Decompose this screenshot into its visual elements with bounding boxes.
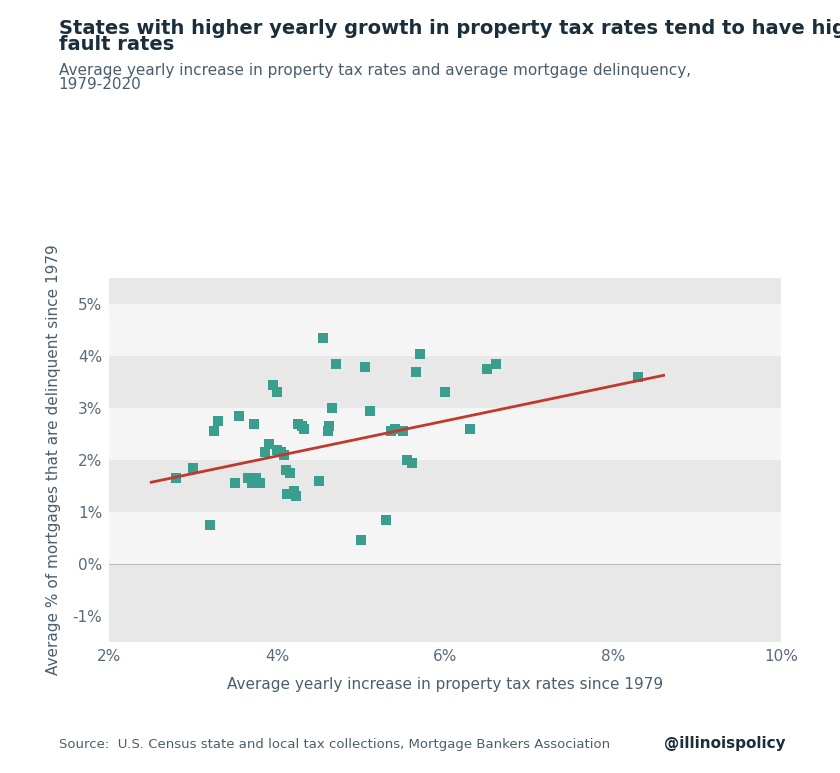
Point (480, 363, 494, 375)
Point (245, 477, 259, 489)
Point (401, 454, 414, 466)
Point (388, 423, 402, 435)
Point (380, 513, 393, 526)
Text: States with higher yearly growth in property tax rates tend to have higher de-: States with higher yearly growth in prop… (59, 19, 840, 39)
Point (297, 423, 311, 435)
Point (247, 417, 260, 430)
Bar (109, 512, 781, 564)
Point (323, 420, 336, 432)
Text: Average yearly increase in property tax rates and average mortgage delinquency,: Average yearly increase in property tax … (59, 63, 691, 78)
Point (277, 448, 291, 461)
Point (254, 477, 267, 489)
Point (359, 360, 372, 373)
Text: @illinoispolicy: @illinoispolicy (664, 737, 785, 751)
Point (279, 464, 292, 476)
Point (384, 425, 397, 438)
Point (632, 371, 645, 383)
Point (170, 472, 183, 484)
Point (289, 490, 302, 502)
Point (228, 477, 242, 489)
Point (203, 519, 217, 531)
Bar (109, 305, 781, 356)
Point (270, 444, 284, 456)
Point (296, 420, 309, 432)
Point (409, 366, 423, 378)
Point (438, 386, 452, 399)
Point (363, 404, 376, 417)
Point (413, 347, 427, 359)
Y-axis label: Average % of mortgages that are delinquent since 1979: Average % of mortgages that are delinque… (46, 244, 61, 676)
Point (489, 358, 502, 370)
Point (249, 472, 263, 484)
Point (186, 461, 200, 474)
Point (329, 358, 343, 370)
Point (207, 425, 221, 438)
Point (241, 472, 255, 484)
Point (233, 410, 246, 422)
Point (212, 415, 225, 427)
Point (262, 438, 276, 451)
Point (266, 379, 280, 391)
Point (321, 425, 334, 438)
Bar (109, 408, 781, 460)
Point (317, 332, 330, 344)
Text: Source:  U.S. Census state and local tax collections, Mortgage Bankers Associati: Source: U.S. Census state and local tax … (59, 738, 610, 751)
Point (312, 475, 326, 487)
Point (287, 485, 301, 497)
Point (396, 425, 410, 438)
Point (291, 417, 305, 430)
Text: fault rates: fault rates (59, 35, 174, 54)
Point (275, 446, 288, 458)
Point (354, 534, 368, 547)
Point (270, 386, 284, 399)
Point (283, 467, 297, 479)
Point (281, 488, 294, 500)
Point (405, 456, 418, 468)
Point (325, 402, 339, 414)
Point (464, 423, 477, 435)
Text: 1979-2020: 1979-2020 (59, 77, 142, 92)
X-axis label: Average yearly increase in property tax rates since 1979: Average yearly increase in property tax … (227, 677, 664, 693)
Point (258, 446, 271, 458)
